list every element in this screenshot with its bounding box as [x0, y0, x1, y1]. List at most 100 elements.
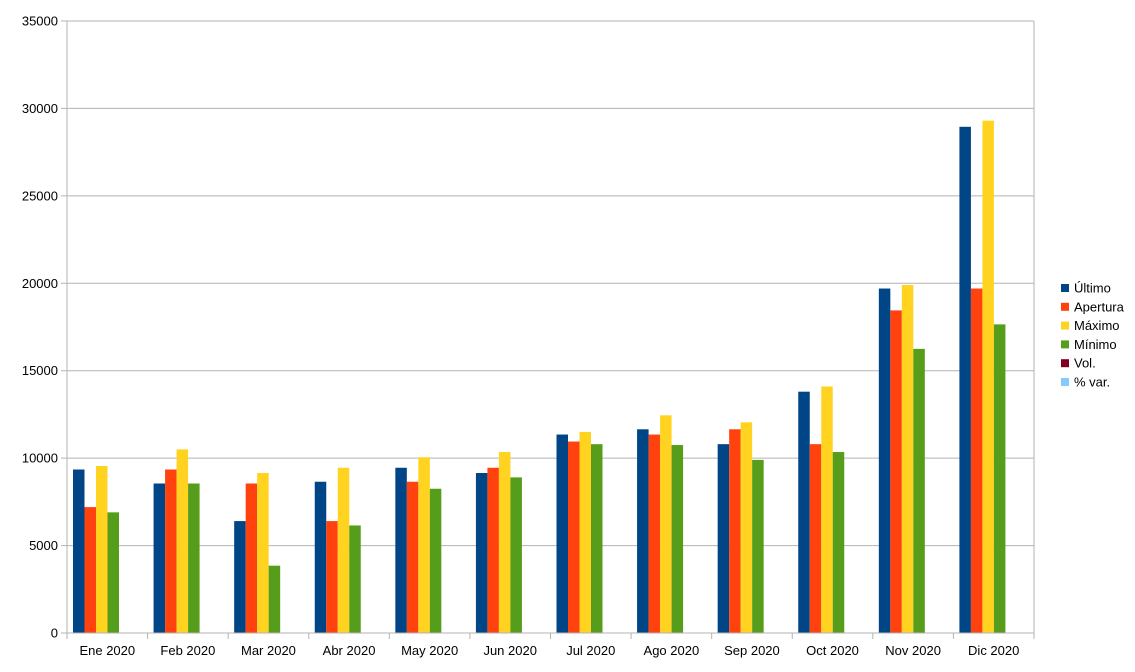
- bar: [84, 507, 96, 633]
- bar: [982, 120, 994, 633]
- legend-swatch: [1061, 378, 1069, 386]
- bar: [913, 348, 925, 633]
- legend-swatch: [1061, 302, 1069, 311]
- bar: [475, 473, 488, 633]
- bar-group: [556, 431, 603, 633]
- bar-group: [798, 386, 845, 633]
- bar: [498, 452, 511, 633]
- bar: [832, 452, 845, 633]
- x-tick-label: Dic 2020: [968, 643, 1019, 658]
- x-axis-tick-labels: Ene 2020 Feb 2020 Mar 2020 Abr 2020 May 2020…: [79, 643, 1019, 658]
- bar: [107, 512, 119, 633]
- bar: [510, 477, 522, 633]
- bar-group: [234, 473, 281, 633]
- legend-item: Máximo: [1061, 318, 1120, 333]
- x-tick-label: Jul 2020: [566, 643, 615, 658]
- gridlines: [61, 20, 1034, 634]
- bar: [326, 521, 338, 633]
- y-tick-label: 10000: [22, 451, 58, 466]
- legend: Último Apertura Máximo Mínimo Vol. % var.: [1061, 281, 1125, 390]
- bar: [993, 324, 1006, 633]
- bar: [395, 467, 407, 633]
- bar: [337, 467, 350, 633]
- bar: [901, 285, 914, 633]
- x-tick-label: Ago 2020: [644, 643, 700, 658]
- legend-item: % var.: [1061, 375, 1110, 390]
- y-tick-label: 20000: [22, 276, 58, 291]
- bar-group: [73, 466, 119, 633]
- bar-group: [717, 422, 764, 633]
- legend-label: Vol.: [1074, 356, 1096, 371]
- legend-item: Último: [1061, 281, 1111, 296]
- bar: [890, 310, 902, 633]
- bar: [878, 288, 891, 633]
- bar-group: [637, 415, 684, 633]
- bar: [418, 457, 430, 633]
- bar: [821, 386, 833, 633]
- bar: [429, 488, 442, 633]
- bar: [314, 481, 327, 633]
- bar: [660, 415, 672, 633]
- bar: [406, 481, 419, 633]
- legend-item: Mínimo: [1061, 337, 1117, 352]
- x-tick-label: May 2020: [401, 643, 458, 658]
- x-tick-label: Abr 2020: [323, 643, 376, 658]
- bar: [245, 483, 258, 633]
- bar: [257, 473, 269, 633]
- x-tick-label: Ene 2020: [79, 643, 135, 658]
- legend-label: Último: [1074, 281, 1111, 296]
- bar: [752, 459, 764, 633]
- bar: [349, 525, 361, 633]
- bar: [970, 288, 983, 633]
- legend-swatch: [1061, 284, 1069, 292]
- bar: [579, 431, 591, 633]
- legend-label: Máximo: [1074, 318, 1120, 333]
- y-tick-label: 5000: [29, 538, 58, 553]
- y-tick-label: 15000: [22, 363, 58, 378]
- bar: [740, 422, 753, 633]
- y-tick-label: 35000: [22, 14, 58, 29]
- bar: [717, 444, 730, 633]
- bar-group: [153, 449, 200, 633]
- bar: [798, 391, 810, 633]
- bar-group: [475, 452, 522, 633]
- bar: [729, 429, 741, 633]
- x-tick-label: Mar 2020: [241, 643, 296, 658]
- legend-swatch: [1061, 340, 1069, 349]
- bar: [591, 444, 603, 633]
- bar: [637, 429, 649, 633]
- bar: [809, 444, 822, 633]
- bar: [188, 483, 200, 633]
- legend-item: Vol.: [1061, 356, 1096, 371]
- y-tick-label: 0: [51, 626, 58, 641]
- x-tick-label: Sep 2020: [724, 643, 780, 658]
- bar-group: [878, 285, 925, 633]
- bar-group: [314, 467, 361, 633]
- axes: [66, 21, 1035, 639]
- bar: [165, 469, 177, 633]
- y-axis-tick-labels: 0 5000 10000 15000 20000 25000 30000 35000: [22, 14, 58, 641]
- x-tick-label: Nov 2020: [885, 643, 941, 658]
- bar: [487, 467, 499, 633]
- y-tick-label: 25000: [22, 188, 58, 203]
- bar: [268, 565, 281, 633]
- x-tick-label: Oct 2020: [806, 643, 859, 658]
- legend-item: Apertura: [1061, 299, 1125, 314]
- legend-label: Mínimo: [1074, 337, 1117, 352]
- bar: [648, 434, 661, 633]
- x-tick-label: Feb 2020: [160, 643, 215, 658]
- x-tick-label: Jun 2020: [483, 643, 537, 658]
- bar-group: [959, 120, 1006, 633]
- bars: [73, 120, 1006, 633]
- legend-label: % var.: [1074, 375, 1110, 390]
- bar: [73, 469, 85, 633]
- bar: [153, 483, 166, 633]
- bar-group: [395, 457, 442, 633]
- bar: [568, 441, 580, 633]
- bar: [671, 445, 684, 633]
- bar: [96, 466, 108, 633]
- bar: [959, 126, 971, 633]
- legend-swatch: [1061, 321, 1069, 330]
